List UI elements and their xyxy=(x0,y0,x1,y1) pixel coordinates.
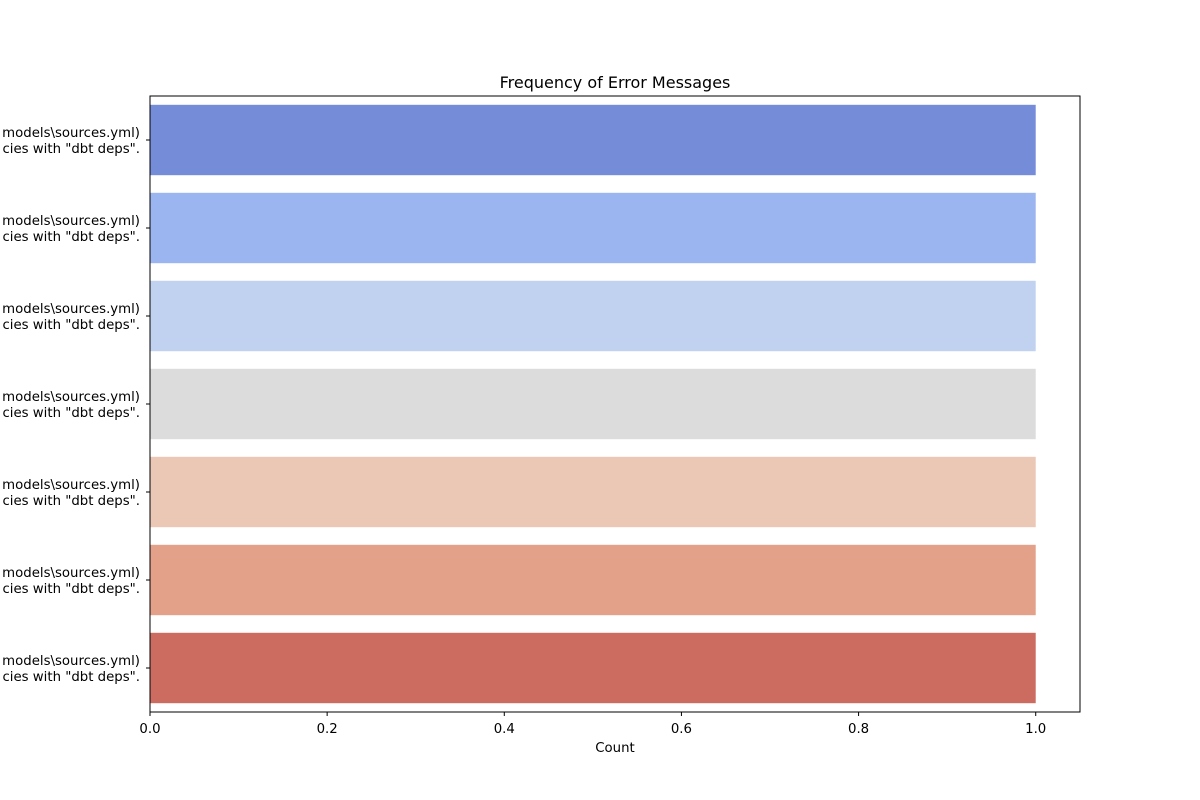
y-tick-label-7-line-2: cies with "dbt deps". xyxy=(2,670,140,685)
y-tick-label-4-line-1: models\sources.yml) xyxy=(2,390,140,405)
chart-title: Frequency of Error Messages xyxy=(500,73,731,92)
y-tick-label-5-line-1: models\sources.yml) xyxy=(2,478,140,493)
bar-3 xyxy=(150,280,1036,352)
bar-4 xyxy=(150,368,1036,440)
bar-6 xyxy=(150,544,1036,616)
y-tick-label-2-line-1: models\sources.yml) xyxy=(2,214,140,229)
y-tick-label-4-line-2: cies with "dbt deps". xyxy=(2,406,140,421)
y-tick-label-6-line-1: models\sources.yml) xyxy=(2,566,140,581)
x-axis: 0.0 0.2 0.4 0.6 0.8 1.0 xyxy=(139,712,1046,737)
x-axis-label: Count xyxy=(595,741,635,756)
y-tick-label-1-line-1: models\sources.yml) xyxy=(2,126,140,141)
y-tick-label-1-line-2: cies with "dbt deps". xyxy=(2,142,140,157)
bar-1 xyxy=(150,104,1036,176)
x-tick-label-3: 0.4 xyxy=(494,722,515,737)
x-tick-label-5: 0.8 xyxy=(848,722,869,737)
x-tick-label-1: 0.0 xyxy=(139,722,160,737)
y-tick-label-3-line-1: models\sources.yml) xyxy=(2,302,140,317)
x-tick-label-4: 0.6 xyxy=(671,722,692,737)
x-tick-label-2: 0.2 xyxy=(317,722,338,737)
bars-group xyxy=(150,104,1036,704)
plot-frame xyxy=(149,95,1081,713)
y-tick-label-7-line-1: models\sources.yml) xyxy=(2,654,140,669)
x-tick-label-6: 1.0 xyxy=(1025,722,1046,737)
bar-7 xyxy=(150,632,1036,704)
y-tick-label-2-line-2: cies with "dbt deps". xyxy=(2,230,140,245)
bar-2 xyxy=(150,192,1036,264)
y-tick-label-3-line-2: cies with "dbt deps". xyxy=(2,318,140,333)
bar-5 xyxy=(150,456,1036,528)
y-axis: models\sources.yml)cies with "dbt deps".… xyxy=(2,126,150,685)
y-tick-label-6-line-2: cies with "dbt deps". xyxy=(2,582,140,597)
y-tick-label-5-line-2: cies with "dbt deps". xyxy=(2,494,140,509)
